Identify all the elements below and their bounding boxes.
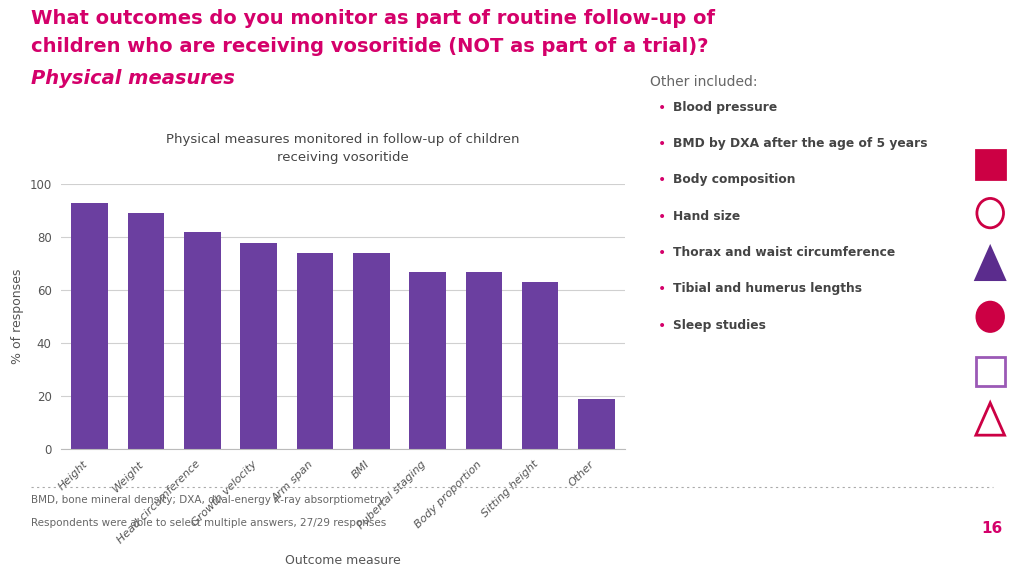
Text: Body composition: Body composition — [673, 173, 796, 187]
Bar — [976, 150, 1005, 179]
Bar — [466, 272, 502, 449]
Bar — [976, 357, 1005, 386]
Text: Physical measures monitored in follow-up of children
receiving vosoritide: Physical measures monitored in follow-up… — [166, 133, 520, 164]
Bar — [241, 242, 276, 449]
Bar — [128, 214, 164, 449]
Bar — [297, 253, 333, 449]
Text: •: • — [657, 282, 666, 296]
Text: children who are receiving vosoritide (NOT as part of a trial)?: children who are receiving vosoritide (N… — [31, 37, 709, 56]
Bar — [522, 282, 558, 449]
Text: •: • — [657, 137, 666, 151]
Text: Thorax and waist circumference: Thorax and waist circumference — [673, 246, 895, 259]
Text: 16: 16 — [981, 521, 1002, 536]
Text: Other included:: Other included: — [650, 75, 758, 89]
Text: •: • — [657, 101, 666, 115]
Text: Sleep studies: Sleep studies — [673, 319, 766, 332]
Bar — [410, 272, 445, 449]
Y-axis label: % of responses: % of responses — [11, 269, 24, 365]
Text: Physical measures: Physical measures — [31, 69, 234, 88]
Text: BMD by DXA after the age of 5 years: BMD by DXA after the age of 5 years — [673, 137, 928, 150]
Text: BMD, bone mineral density; DXA, dual-energy x-ray absorptiometry: BMD, bone mineral density; DXA, dual-ene… — [31, 495, 384, 505]
Text: •: • — [657, 210, 666, 223]
Ellipse shape — [977, 302, 1004, 332]
Text: Hand size: Hand size — [673, 210, 740, 223]
Text: •: • — [657, 319, 666, 332]
Text: •: • — [657, 246, 666, 260]
Bar — [579, 399, 614, 449]
Text: Blood pressure: Blood pressure — [673, 101, 777, 114]
Bar — [353, 253, 389, 449]
Polygon shape — [976, 247, 1005, 279]
X-axis label: Outcome measure: Outcome measure — [285, 554, 401, 567]
Text: Respondents were able to select multiple answers, 27/29 responses: Respondents were able to select multiple… — [31, 518, 386, 528]
Text: What outcomes do you monitor as part of routine follow-up of: What outcomes do you monitor as part of … — [31, 9, 715, 28]
Bar — [184, 232, 220, 449]
Bar — [72, 203, 108, 449]
Text: Tibial and humerus lengths: Tibial and humerus lengths — [673, 282, 862, 295]
Text: •: • — [657, 173, 666, 187]
